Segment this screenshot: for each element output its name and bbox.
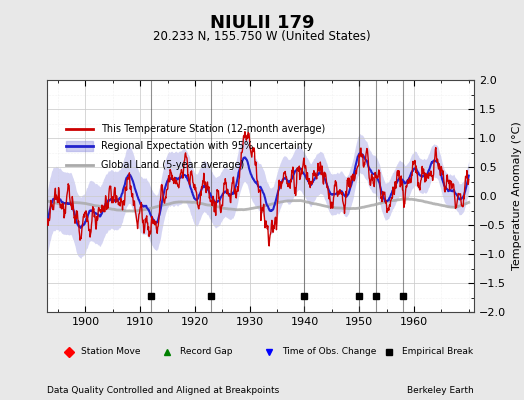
Text: NIULII 179: NIULII 179	[210, 14, 314, 32]
Text: Station Move: Station Move	[81, 348, 141, 356]
Text: Regional Expectation with 95% uncertainty: Regional Expectation with 95% uncertaint…	[102, 141, 313, 151]
Text: Empirical Break: Empirical Break	[401, 348, 473, 356]
Y-axis label: Temperature Anomaly (°C): Temperature Anomaly (°C)	[512, 122, 522, 270]
Text: Time of Obs. Change: Time of Obs. Change	[282, 348, 376, 356]
Text: Berkeley Earth: Berkeley Earth	[408, 386, 474, 395]
Text: Global Land (5-year average): Global Land (5-year average)	[102, 160, 245, 170]
Text: 20.233 N, 155.750 W (United States): 20.233 N, 155.750 W (United States)	[153, 30, 371, 43]
Text: This Temperature Station (12-month average): This Temperature Station (12-month avera…	[102, 124, 326, 134]
Text: Record Gap: Record Gap	[180, 348, 232, 356]
Text: Data Quality Controlled and Aligned at Breakpoints: Data Quality Controlled and Aligned at B…	[47, 386, 279, 395]
